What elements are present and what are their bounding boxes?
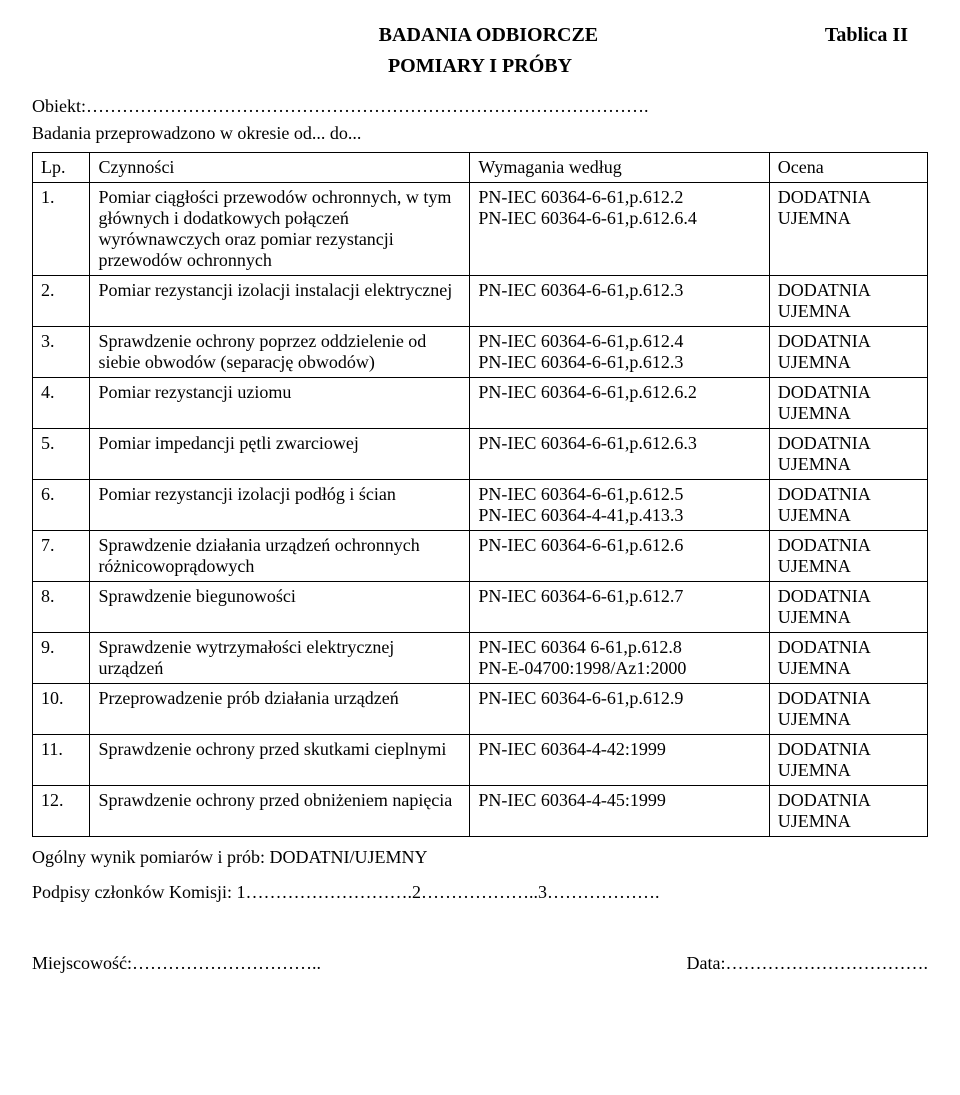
cell-czynnosci: Pomiar rezystancji izolacji instalacji e… bbox=[90, 276, 470, 327]
cell-czynnosci: Pomiar impedancji pętli zwarciowej bbox=[90, 429, 470, 480]
cell-ocena: DODATNIAUJEMNA bbox=[769, 531, 927, 582]
title-center: BADANIA ODBIORCZE bbox=[152, 24, 825, 47]
cell-czynnosci: Sprawdzenie ochrony przed skutkami ciepl… bbox=[90, 735, 470, 786]
th-czynnosci: Czynności bbox=[90, 153, 470, 183]
cell-lp: 8. bbox=[33, 582, 90, 633]
table-header-row: Lp. Czynności Wymagania według Ocena bbox=[33, 153, 928, 183]
cell-lp: 3. bbox=[33, 327, 90, 378]
table-row: 2.Pomiar rezystancji izolacji instalacji… bbox=[33, 276, 928, 327]
badania-line: Badania przeprowadzono w okresie od... d… bbox=[32, 123, 928, 144]
table-row: 11.Sprawdzenie ochrony przed skutkami ci… bbox=[33, 735, 928, 786]
cell-lp: 12. bbox=[33, 786, 90, 837]
th-lp: Lp. bbox=[33, 153, 90, 183]
cell-lp: 5. bbox=[33, 429, 90, 480]
cell-wymagania: PN-IEC 60364-6-61,p.612.6.2 bbox=[470, 378, 769, 429]
cell-czynnosci: Sprawdzenie ochrony przed obniżeniem nap… bbox=[90, 786, 470, 837]
cell-wymagania: PN-IEC 60364-6-61,p.612.3 bbox=[470, 276, 769, 327]
podpisy-line: Podpisy członków Komisji: 1……………………….2……… bbox=[32, 882, 928, 903]
table-row: 8.Sprawdzenie biegunowościPN-IEC 60364-6… bbox=[33, 582, 928, 633]
cell-ocena: DODATNIAUJEMNA bbox=[769, 429, 927, 480]
cell-lp: 11. bbox=[33, 735, 90, 786]
cell-ocena: DODATNIAUJEMNA bbox=[769, 786, 927, 837]
data-label: Data:……………………………. bbox=[687, 953, 928, 974]
miejscowosc: Miejscowość:………………………….. bbox=[32, 953, 321, 974]
cell-czynnosci: Przeprowadzenie prób działania urządzeń bbox=[90, 684, 470, 735]
table-row: 7.Sprawdzenie działania urządzeń ochronn… bbox=[33, 531, 928, 582]
cell-ocena: DODATNIAUJEMNA bbox=[769, 480, 927, 531]
data-table: Lp. Czynności Wymagania według Ocena 1.P… bbox=[32, 152, 928, 837]
cell-czynnosci: Pomiar ciągłości przewodów ochronnych, w… bbox=[90, 183, 470, 276]
table-row: 9.Sprawdzenie wytrzymałości elektrycznej… bbox=[33, 633, 928, 684]
cell-lp: 6. bbox=[33, 480, 90, 531]
cell-wymagania: PN-IEC 60364-6-61,p.612.6.3 bbox=[470, 429, 769, 480]
cell-lp: 1. bbox=[33, 183, 90, 276]
table-row: 1.Pomiar ciągłości przewodów ochronnych,… bbox=[33, 183, 928, 276]
th-ocena: Ocena bbox=[769, 153, 927, 183]
cell-ocena: DODATNIAUJEMNA bbox=[769, 582, 927, 633]
cell-ocena: DODATNIAUJEMNA bbox=[769, 327, 927, 378]
subtitle: POMIARY I PRÓBY bbox=[32, 55, 928, 78]
cell-wymagania: PN-IEC 60364-6-61,p.612.9 bbox=[470, 684, 769, 735]
cell-czynnosci: Sprawdzenie ochrony poprzez oddzielenie … bbox=[90, 327, 470, 378]
table-row: 6.Pomiar rezystancji izolacji podłóg i ś… bbox=[33, 480, 928, 531]
cell-czynnosci: Pomiar rezystancji izolacji podłóg i ści… bbox=[90, 480, 470, 531]
cell-czynnosci: Sprawdzenie działania urządzeń ochronnyc… bbox=[90, 531, 470, 582]
cell-lp: 4. bbox=[33, 378, 90, 429]
cell-lp: 2. bbox=[33, 276, 90, 327]
table-row: 5.Pomiar impedancji pętli zwarciowejPN-I… bbox=[33, 429, 928, 480]
cell-ocena: DODATNIAUJEMNA bbox=[769, 633, 927, 684]
cell-wymagania: PN-IEC 60364 6-61,p.612.8PN-E-04700:1998… bbox=[470, 633, 769, 684]
cell-wymagania: PN-IEC 60364-4-45:1999 bbox=[470, 786, 769, 837]
table-row: 10.Przeprowadzenie prób działania urządz… bbox=[33, 684, 928, 735]
cell-ocena: DODATNIAUJEMNA bbox=[769, 183, 927, 276]
cell-ocena: DODATNIAUJEMNA bbox=[769, 378, 927, 429]
table-row: 12.Sprawdzenie ochrony przed obniżeniem … bbox=[33, 786, 928, 837]
th-wymagania: Wymagania według bbox=[470, 153, 769, 183]
cell-lp: 7. bbox=[33, 531, 90, 582]
cell-ocena: DODATNIAUJEMNA bbox=[769, 735, 927, 786]
cell-wymagania: PN-IEC 60364-6-61,p.612.6 bbox=[470, 531, 769, 582]
cell-lp: 9. bbox=[33, 633, 90, 684]
cell-wymagania: PN-IEC 60364-4-42:1999 bbox=[470, 735, 769, 786]
cell-wymagania: PN-IEC 60364-6-61,p.612.2PN-IEC 60364-6-… bbox=[470, 183, 769, 276]
cell-wymagania: PN-IEC 60364-6-61,p.612.5PN-IEC 60364-4-… bbox=[470, 480, 769, 531]
cell-wymagania: PN-IEC 60364-6-61,p.612.4PN-IEC 60364-6-… bbox=[470, 327, 769, 378]
table-row: 4.Pomiar rezystancji uziomuPN-IEC 60364-… bbox=[33, 378, 928, 429]
cell-ocena: DODATNIAUJEMNA bbox=[769, 684, 927, 735]
cell-czynnosci: Pomiar rezystancji uziomu bbox=[90, 378, 470, 429]
cell-czynnosci: Sprawdzenie wytrzymałości elektrycznej u… bbox=[90, 633, 470, 684]
cell-czynnosci: Sprawdzenie biegunowości bbox=[90, 582, 470, 633]
wynik-line: Ogólny wynik pomiarów i prób: DODATNI/UJ… bbox=[32, 847, 928, 868]
header-row: BADANIA ODBIORCZE Tablica II bbox=[32, 24, 928, 47]
bottom-row: Miejscowość:………………………….. Data:…………………………… bbox=[32, 953, 928, 974]
cell-wymagania: PN-IEC 60364-6-61,p.612.7 bbox=[470, 582, 769, 633]
title-right: Tablica II bbox=[825, 24, 928, 47]
cell-lp: 10. bbox=[33, 684, 90, 735]
cell-ocena: DODATNIAUJEMNA bbox=[769, 276, 927, 327]
table-row: 3.Sprawdzenie ochrony poprzez oddzieleni… bbox=[33, 327, 928, 378]
obiekt-line: Obiekt:…………………………………………………………………………………. bbox=[32, 96, 928, 117]
